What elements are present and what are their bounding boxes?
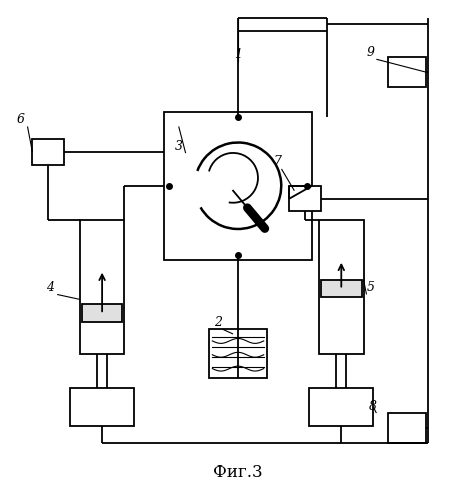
Text: 5: 5 xyxy=(366,281,374,294)
Bar xyxy=(320,279,361,297)
Text: 3: 3 xyxy=(174,140,182,153)
Text: 4: 4 xyxy=(46,281,54,294)
Text: 8: 8 xyxy=(367,400,376,413)
Bar xyxy=(318,221,363,354)
Text: 9: 9 xyxy=(366,46,374,59)
Text: Фиг.3: Фиг.3 xyxy=(213,464,262,481)
Bar xyxy=(82,304,122,322)
Text: 2: 2 xyxy=(214,316,222,329)
Bar xyxy=(209,329,266,378)
Bar xyxy=(70,388,134,426)
Bar xyxy=(387,57,425,87)
Bar xyxy=(79,221,124,354)
Text: 7: 7 xyxy=(273,155,281,168)
Bar xyxy=(32,139,64,165)
Text: 6: 6 xyxy=(17,113,25,126)
Bar xyxy=(289,186,320,212)
Bar xyxy=(387,413,425,443)
Text: 1: 1 xyxy=(234,48,241,61)
Bar xyxy=(164,112,311,260)
Bar xyxy=(308,388,373,426)
